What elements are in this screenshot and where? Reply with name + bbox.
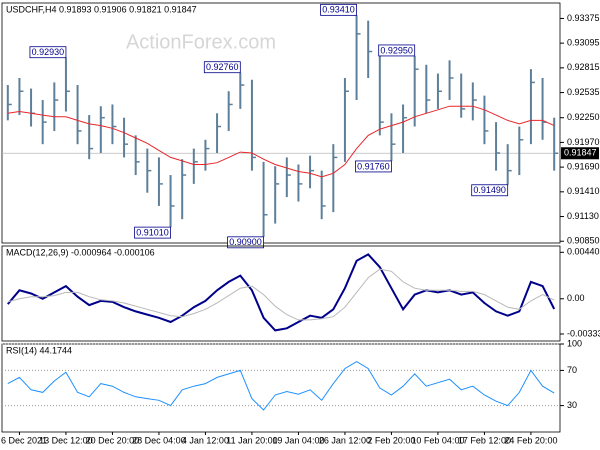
annotation-label: 0.91010 (136, 227, 169, 237)
y-tick-label: 100 (567, 338, 582, 348)
panel-frame (1, 245, 561, 342)
indicator-line (7, 268, 555, 321)
y-tick-label: 0.90850 (567, 236, 600, 246)
y-tick-label: 0.91410 (567, 186, 600, 196)
watermark: ActionForex.com (126, 31, 276, 53)
y-tick-label: 30 (567, 400, 577, 410)
annotation-box (227, 236, 264, 249)
y-tick-label: 0.91130 (567, 211, 599, 221)
annotation-label: 0.91490 (473, 185, 506, 195)
panel-frame (1, 2, 561, 244)
x-tick-label: 2 Feb 20:00 (367, 435, 415, 445)
y-tick-label: 0.91690 (567, 161, 600, 171)
indicator-line (7, 361, 555, 411)
moving-average (7, 105, 555, 178)
y-tick-label: 0.92250 (567, 112, 600, 122)
y-tick-label: 70 (567, 365, 577, 375)
panel-title: RSI(14) 44.1744 (6, 345, 72, 355)
y-tick-label: 0.00 (567, 293, 585, 303)
y-tick-label: 0.91970 (567, 137, 600, 147)
y-tick-label: 0.004403 (567, 247, 600, 257)
x-tick-label: 6 Dec 2021 (1, 435, 47, 445)
last-price-box (561, 147, 599, 160)
annotation-box (471, 184, 509, 197)
y-tick-label: 0.93375 (567, 13, 600, 23)
x-tick-label: 20 Dec 20:00 (86, 435, 140, 445)
x-tick-label: 11 Jan 20:00 (226, 435, 277, 445)
x-tick-label: 4 Jan 12:00 (182, 435, 229, 445)
annotation-label: 0.91760 (357, 161, 390, 171)
y-tick-label: 0.92535 (567, 87, 600, 97)
annotation-label: 0.92950 (380, 45, 413, 55)
x-tick-label: 17 Feb 12:00 (458, 435, 511, 445)
y-tick-label: 0.92815 (567, 62, 600, 72)
annotation-label: 0.92760 (206, 62, 239, 72)
annotation-box (203, 61, 241, 74)
annotation-box (320, 3, 357, 16)
annotation-label: 0.93410 (322, 5, 355, 15)
annotation-box (29, 46, 67, 59)
x-tick-label: 28 Dec 04:00 (132, 435, 186, 445)
x-tick-label: 10 Feb 04:00 (411, 435, 464, 445)
x-tick-label: 19 Jan 04:00 (272, 435, 324, 445)
x-tick-label: 24 Feb 20:00 (504, 435, 557, 445)
y-tick-label: 0.93095 (567, 38, 600, 48)
annotation-box (355, 160, 392, 173)
annotation-label: 0.90900 (229, 237, 262, 247)
x-tick-label: 26 Jan 12:00 (319, 435, 371, 445)
indicator-line (7, 253, 556, 332)
x-tick-label: 13 Dec 12:00 (39, 435, 93, 445)
annotation-box (378, 44, 416, 57)
annotation-label: 0.92930 (32, 47, 65, 57)
annotation-box (134, 226, 171, 239)
last-price-label: 0.91847 (564, 148, 597, 158)
panel-title: MACD(12,26,9) -0.000964 -0.000106 (6, 247, 155, 257)
y-tick-label: -0.003338 (567, 328, 600, 338)
panel-title: USDCHF,H4 0.91893 0.91906 0.91821 0.9184… (6, 4, 197, 14)
